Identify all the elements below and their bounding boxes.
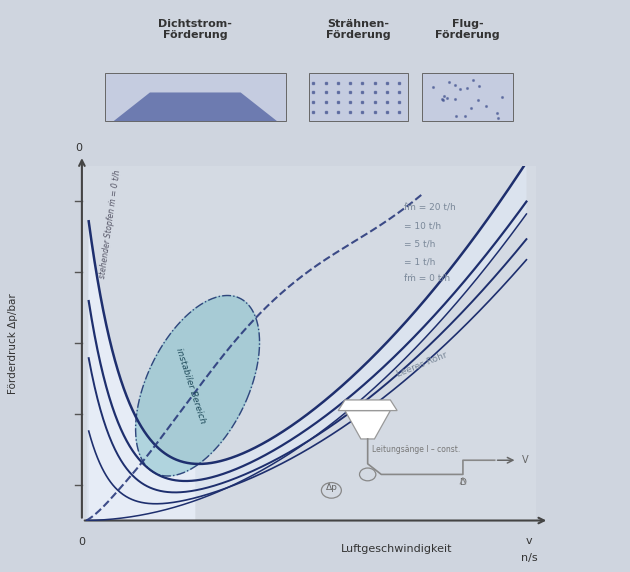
Text: ḟḿ = 20 t/h: ḟḿ = 20 t/h <box>404 204 455 213</box>
Text: Strähnen-
Förderung: Strähnen- Förderung <box>326 19 391 40</box>
Text: D: D <box>459 478 466 487</box>
Text: Leeres Rohr: Leeres Rohr <box>396 350 449 379</box>
Text: v: v <box>526 535 532 546</box>
Polygon shape <box>345 411 391 439</box>
Text: Δp: Δp <box>326 483 337 492</box>
Text: Förderdruck Δp/bar: Förderdruck Δp/bar <box>8 293 18 394</box>
Text: Leitungsänge l – const.: Leitungsänge l – const. <box>372 445 461 454</box>
Polygon shape <box>113 93 277 121</box>
Text: = 1 t/h: = 1 t/h <box>404 257 435 266</box>
Polygon shape <box>135 296 260 476</box>
Text: 0: 0 <box>78 537 86 547</box>
Polygon shape <box>86 162 527 521</box>
Text: n/s: n/s <box>521 553 537 563</box>
Text: Dichtstrom-
Förderung: Dichtstrom- Förderung <box>158 19 232 40</box>
Text: 0: 0 <box>75 143 82 153</box>
Text: instabiler Bereich: instabiler Bereich <box>175 347 207 425</box>
Polygon shape <box>338 400 397 411</box>
Text: = 10 t/h: = 10 t/h <box>404 222 441 231</box>
Polygon shape <box>309 73 408 121</box>
Polygon shape <box>422 73 513 121</box>
Text: Luftgeschwindigkeit: Luftgeschwindigkeit <box>341 544 452 554</box>
Text: stehender Stopfen ṁ = 0 t/h: stehender Stopfen ṁ = 0 t/h <box>98 169 122 279</box>
Polygon shape <box>105 73 286 121</box>
Text: ḟḿ = 0 t/h: ḟḿ = 0 t/h <box>404 275 450 284</box>
Text: Flug-
Förderung: Flug- Förderung <box>435 19 500 40</box>
Text: V: V <box>522 455 529 465</box>
Text: = 5 t/h: = 5 t/h <box>404 240 435 248</box>
Polygon shape <box>89 221 195 521</box>
